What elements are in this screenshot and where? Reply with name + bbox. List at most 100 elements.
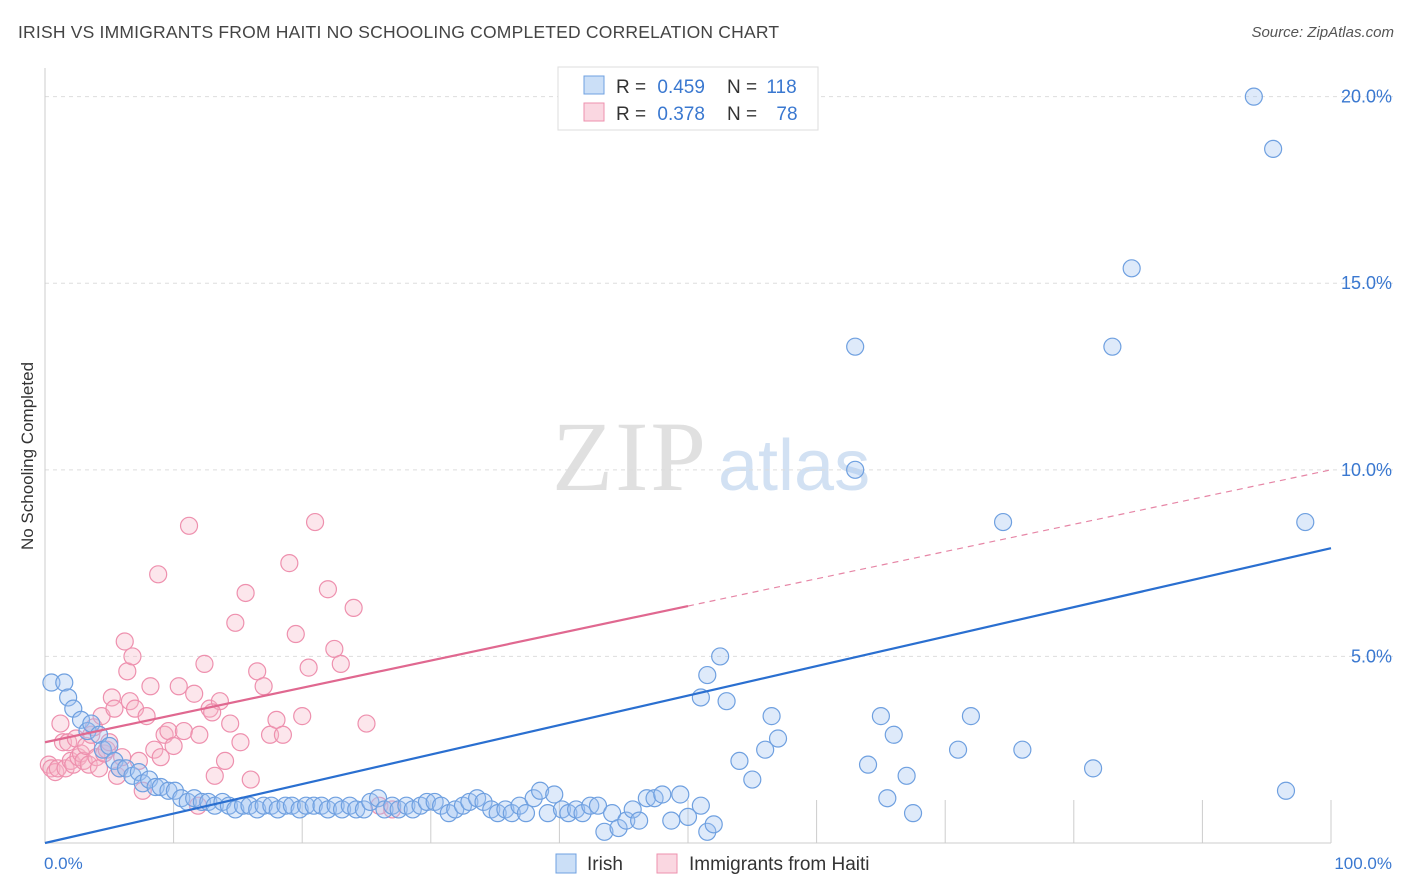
irish-point xyxy=(653,785,672,804)
stats-swatch-irish xyxy=(583,75,605,95)
irish-point xyxy=(743,770,762,789)
svg-text:N = 118: N = 118 xyxy=(727,77,797,98)
irish-points xyxy=(42,87,1315,841)
irish-point xyxy=(531,781,550,800)
irish-point xyxy=(254,796,273,815)
irish-point xyxy=(502,804,521,823)
legend-swatch-irish xyxy=(555,853,577,874)
irish-point xyxy=(510,796,529,815)
irish-r-label: R = xyxy=(616,77,651,98)
x-tick-label-max: 100.0% xyxy=(1334,854,1392,873)
irish-n-label: N = xyxy=(727,77,762,98)
irish-point xyxy=(617,811,636,830)
irish-point xyxy=(846,460,865,479)
irish-point xyxy=(630,811,649,830)
irish-point xyxy=(878,789,897,808)
irish-point xyxy=(717,692,736,711)
irish-point xyxy=(1244,87,1263,106)
y-tick-label: 10.0% xyxy=(1341,460,1392,480)
irish-point xyxy=(884,725,903,744)
irish-point xyxy=(165,781,184,800)
irish-point xyxy=(347,800,366,819)
irish-point xyxy=(698,822,717,841)
haiti-point xyxy=(151,748,170,767)
irish-point xyxy=(524,789,543,808)
haiti-point xyxy=(273,725,293,744)
irish-point xyxy=(1276,781,1296,800)
irish-n-value: 118 xyxy=(766,77,796,98)
svg-text:R = 0.459: R = 0.459 xyxy=(616,77,705,98)
haiti-point xyxy=(105,699,124,718)
haiti-point xyxy=(51,714,70,733)
haiti-point xyxy=(236,583,255,603)
haiti-point xyxy=(123,647,142,666)
svg-text:R = 0.378: R = 0.378 xyxy=(616,104,705,125)
legend-swatch-haiti xyxy=(656,853,678,874)
irish-point xyxy=(354,800,374,819)
haiti-point xyxy=(299,658,318,677)
y-tick-label: 20.0% xyxy=(1341,87,1392,107)
haiti-points xyxy=(39,512,402,819)
irish-point xyxy=(756,740,775,759)
legend: Irish Immigrants from Haiti xyxy=(555,853,870,875)
irish-point xyxy=(516,804,536,823)
trend-lines xyxy=(44,469,1332,845)
stats-swatch-haiti xyxy=(583,102,605,122)
haiti-point xyxy=(174,721,193,741)
haiti-point xyxy=(293,707,312,726)
irish-point xyxy=(768,729,788,748)
irish-point xyxy=(1264,139,1283,159)
haiti-point xyxy=(231,733,250,752)
irish-point xyxy=(662,811,681,830)
irish-point xyxy=(678,807,698,826)
legend-label-haiti: Immigrants from Haiti xyxy=(689,854,870,875)
irish-point xyxy=(846,337,865,356)
irish-point xyxy=(1122,259,1141,278)
haiti-point xyxy=(254,677,273,696)
haiti-point xyxy=(169,677,188,696)
irish-point xyxy=(573,804,592,823)
y-tick-label: 5.0% xyxy=(1351,646,1392,666)
haiti-point xyxy=(221,714,240,733)
haiti-point xyxy=(145,740,164,759)
haiti-point xyxy=(357,714,376,733)
irish-point xyxy=(961,707,981,726)
source-credit: Source: ZipAtlas.com xyxy=(1251,24,1394,41)
haiti-point xyxy=(280,554,299,573)
chart-title: IRISH VS IMMIGRANTS FROM HAITI NO SCHOOL… xyxy=(18,22,780,42)
irish-point xyxy=(691,796,710,815)
irish-point xyxy=(671,785,690,804)
haiti-point xyxy=(226,613,245,632)
irish-point xyxy=(993,512,1013,532)
irish-point xyxy=(609,818,628,838)
irish-point xyxy=(431,796,451,815)
irish-point xyxy=(417,792,437,812)
irish-point xyxy=(588,796,608,815)
haiti-point xyxy=(215,751,235,771)
haiti-point xyxy=(318,580,338,599)
haiti-trendline xyxy=(44,604,689,744)
irish-trendline xyxy=(44,547,1332,845)
irish-point xyxy=(903,804,923,823)
irish-point xyxy=(1296,512,1315,532)
irish-point xyxy=(1103,337,1122,356)
haiti-point xyxy=(79,755,98,774)
haiti-point xyxy=(286,624,305,644)
y-axis-title: No Schooling Completed xyxy=(18,362,37,550)
irish-point xyxy=(42,673,61,692)
irish-point xyxy=(730,751,749,771)
haiti-point xyxy=(149,565,168,584)
irish-point xyxy=(59,688,78,707)
irish-point xyxy=(545,785,564,804)
haiti-point xyxy=(190,725,209,744)
irish-point xyxy=(55,673,74,692)
irish-point xyxy=(474,792,493,812)
irish-point xyxy=(897,766,916,785)
irish-point xyxy=(871,707,891,726)
stats-box: R = 0.459 N = 118 R = 0.378 N = 78 xyxy=(557,66,819,131)
haiti-point xyxy=(115,632,134,651)
irish-r-value: 0.459 xyxy=(657,77,705,98)
irish-point xyxy=(948,740,968,759)
watermark-zip: ZIP xyxy=(552,401,708,512)
